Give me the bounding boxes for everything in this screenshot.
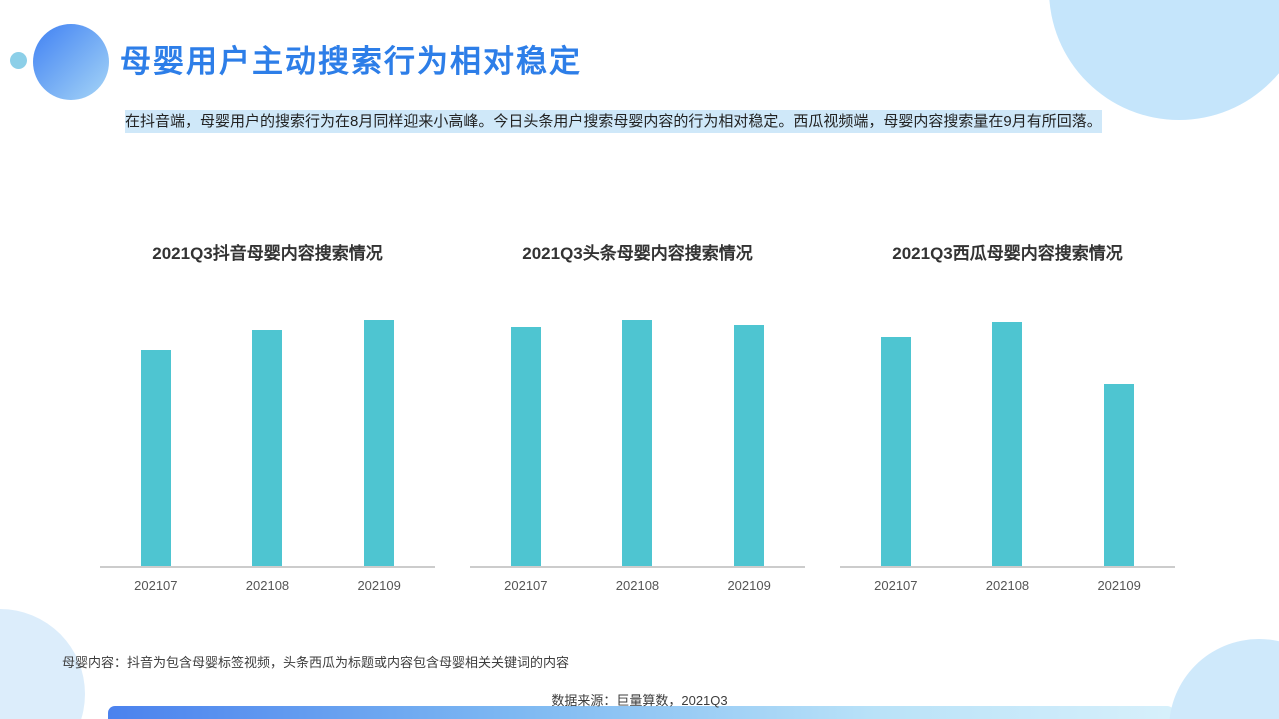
bar (992, 322, 1023, 566)
data-source: 数据来源：巨量算数，2021Q3 (551, 693, 728, 708)
bar (880, 337, 911, 566)
category-label: 202108 (245, 578, 290, 593)
chart-labels: 202107 202108 202109 (470, 578, 805, 593)
chart-plot (840, 320, 1175, 568)
category-label: 202109 (357, 578, 401, 593)
chart-toutiao: 2021Q3头条母婴内容搜索情况 202107 202108 202109 (470, 244, 805, 593)
decorative-circle-top-left (33, 24, 109, 100)
bar (140, 349, 171, 566)
body-paragraph: 在抖音端，母婴用户的搜索行为在8月同样迎来小高峰。今日头条用户搜索母婴内容的行为… (125, 108, 1157, 135)
chart-title: 2021Q3头条母婴内容搜索情况 (522, 244, 753, 263)
bar (1104, 383, 1135, 566)
charts-row: 2021Q3抖音母婴内容搜索情况 202107 202108 202109 2021… (100, 244, 1175, 593)
body-paragraph-text: 在抖音端，母婴用户的搜索行为在8月同样迎来小高峰。今日头条用户搜索母婴内容的行为… (125, 110, 1102, 133)
chart-plot (470, 320, 805, 568)
bar (252, 329, 283, 566)
category-label: 202108 (985, 578, 1030, 593)
category-label: 202107 (874, 578, 918, 593)
page-title: 母婴用户主动搜索行为相对稳定 (120, 44, 582, 79)
chart-title: 2021Q3抖音母婴内容搜索情况 (152, 244, 383, 263)
chart-douyin: 2021Q3抖音母婴内容搜索情况 202107 202108 202109 (100, 244, 435, 593)
chart-title: 2021Q3西瓜母婴内容搜索情况 (892, 244, 1123, 263)
category-label: 202107 (504, 578, 548, 593)
category-label: 202109 (727, 578, 771, 593)
category-label: 202109 (1097, 578, 1141, 593)
category-label: 202108 (615, 578, 660, 593)
bar (364, 320, 395, 566)
decorative-dot-top-left (10, 52, 27, 69)
chart-plot (100, 320, 435, 568)
bar (510, 327, 541, 566)
decorative-gradient-bar (108, 706, 1174, 719)
footnote: 母婴内容：抖音为包含母婴标签视频，头条西瓜为标题或内容包含母婴相关关键词的内容 (62, 655, 570, 670)
category-label: 202107 (134, 578, 178, 593)
chart-xigua: 2021Q3西瓜母婴内容搜索情况 202107 202108 202109 (840, 244, 1175, 593)
chart-labels: 202107 202108 202109 (100, 578, 435, 593)
decorative-circle-top-right (1049, 0, 1279, 120)
bar (622, 320, 653, 566)
bar (734, 324, 765, 566)
chart-labels: 202107 202108 202109 (840, 578, 1175, 593)
